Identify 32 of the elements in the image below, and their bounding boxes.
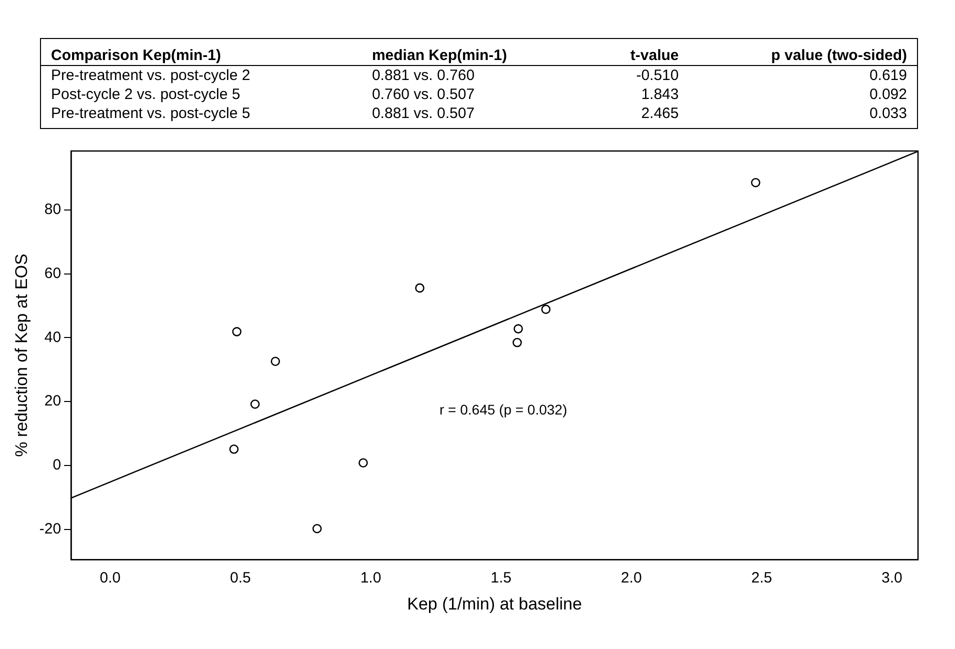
text: Pre-treatment vs. post-cycle 2 — [50, 66, 252, 85]
x-axis-title: Kep (1/min) at baseline — [407, 594, 582, 614]
x-tick-label: 1.5 — [490, 570, 512, 587]
text: p value (two-sided) — [688, 38, 918, 66]
text: Post-cycle 2 vs. post-cycle 5 — [50, 85, 242, 104]
text: 0.092 — [868, 85, 908, 104]
text: 1.843 — [640, 85, 680, 104]
text: 0.033 — [868, 104, 908, 124]
text: 0.881 vs. 0.760 — [370, 66, 476, 85]
text: 0.619 — [868, 66, 908, 85]
y-tick-label: 0 — [52, 456, 62, 474]
text: 0.760 vs. 0.507 — [370, 85, 476, 104]
text: 2.465 — [640, 104, 680, 124]
text: Pre-treatment vs. post-cycle 5 — [50, 104, 252, 124]
x-tick-label: 3.0 — [882, 570, 902, 587]
y-tick-label: 20 — [44, 392, 62, 410]
text: median Kep(min-1) — [362, 38, 589, 66]
text: t-value — [588, 38, 689, 66]
text: -0.510 — [635, 66, 680, 85]
x-tick-label: 0.5 — [230, 570, 251, 587]
x-tick-label: 1.0 — [360, 570, 382, 587]
x-tick-label: 2.0 — [620, 570, 642, 587]
y-tick-label: 60 — [44, 265, 62, 282]
annotation: r = 0.645 (p = 0.032) — [439, 401, 568, 418]
y-tick-label: 80 — [44, 201, 62, 218]
y-tick-label: 40 — [44, 328, 62, 346]
y-tick-label: -20 — [39, 520, 62, 538]
text: Comparison Kep(min-1) — [40, 38, 362, 66]
y-axis-title: % reduction of Kep at EOS — [12, 254, 31, 457]
x-tick-label: 0.0 — [100, 570, 121, 587]
x-tick-label: 2.5 — [751, 570, 772, 587]
text: 0.881 vs. 0.507 — [370, 104, 476, 124]
